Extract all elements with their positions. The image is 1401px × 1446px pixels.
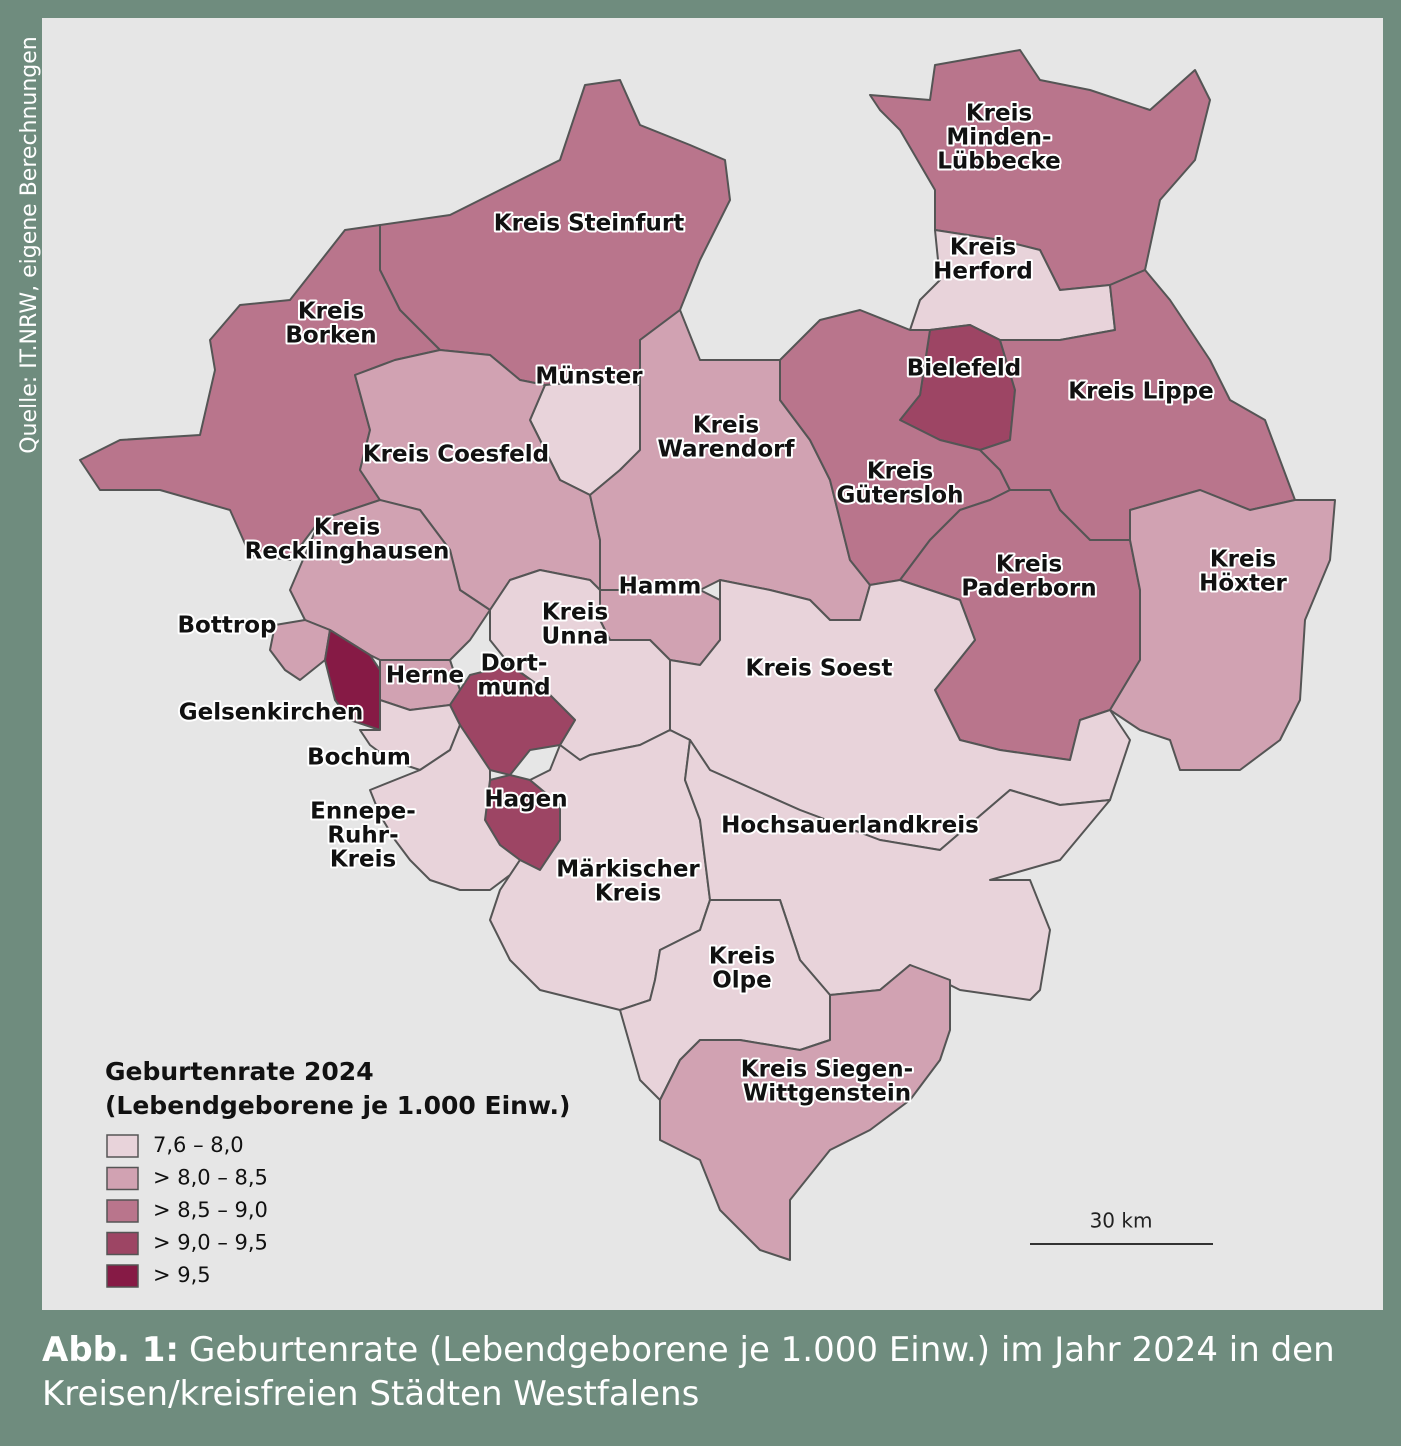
region-label: Borken <box>285 323 376 349</box>
region <box>869 49 1211 291</box>
region-label: Hagen <box>484 787 567 813</box>
legend-swatch <box>106 1264 139 1288</box>
region <box>1109 489 1336 771</box>
region-label: Kreis Siegen- <box>741 1057 913 1083</box>
source: Quelle: IT.NRW, eigene Berechnungen <box>17 36 42 454</box>
region-label: Herford <box>933 259 1033 285</box>
region-label: Ruhr- <box>327 823 398 849</box>
region-label: Warendorf <box>657 437 795 463</box>
scale-label: 30 km <box>1090 1209 1153 1233</box>
legend-label: > 9,5 <box>153 1263 211 1287</box>
region-label: Kreis <box>693 413 759 439</box>
region-label: Münster <box>535 364 643 390</box>
region-label: Wittgenstein <box>743 1081 911 1107</box>
region-label: Bochum <box>307 745 411 771</box>
legend-title: (Lebendgeborene je 1.000 Einw.) <box>105 1091 570 1120</box>
caption: Abb. 1: Geburtenrate (Lebendgeborene je 1… <box>42 1328 1382 1416</box>
legend-swatch <box>106 1199 139 1223</box>
region-label: Kreis <box>330 847 396 873</box>
caption-text: Geburtenrate (Lebendgeborene je 1.000 Ei… <box>42 1330 1335 1414</box>
legend-label: 7,6 – 8,0 <box>153 1133 244 1157</box>
region-label: Gütersloh <box>837 483 964 509</box>
caption-label: Abb. 1: <box>42 1330 179 1370</box>
region <box>659 964 951 1261</box>
region-label: Herne <box>386 663 464 689</box>
region-label: Kreis Soest <box>746 656 893 682</box>
legend-swatch <box>106 1134 139 1158</box>
legend-swatch <box>106 1231 139 1256</box>
region-label: Kreis <box>996 552 1062 578</box>
region-label: Kreis Steinfurt <box>494 211 684 237</box>
region-label: Bottrop <box>178 613 277 639</box>
region-label: Höxter <box>1199 571 1287 597</box>
region-label: Olpe <box>712 968 772 994</box>
region-label: Minden- <box>946 125 1051 151</box>
region-label: Kreis <box>709 944 775 970</box>
region-label: Unna <box>542 624 609 650</box>
region <box>324 629 381 731</box>
regions <box>79 49 1336 1261</box>
region-label: Kreis <box>298 299 364 325</box>
map: Quelle: IT.NRW, eigene Berechnungen Krei… <box>17 18 1383 1310</box>
region-label: Kreis <box>950 235 1016 261</box>
region-label: Ennepe- <box>310 799 416 825</box>
region-label: Dort- <box>481 651 548 677</box>
legend-swatch <box>106 1166 139 1191</box>
region-label: Kreis <box>966 101 1032 127</box>
legend: Geburtenrate 2024 (Lebendgeborene je 1.00… <box>105 1057 570 1288</box>
region-label: Bielefeld <box>907 356 1021 382</box>
region-label: Kreis <box>1210 547 1276 573</box>
region-label: Märkischer <box>556 857 700 883</box>
region-label: Lübbecke <box>937 149 1060 175</box>
legend-label: > 8,5 – 9,0 <box>153 1198 268 1222</box>
region-label: Kreis <box>595 881 661 907</box>
region-label: Kreis Lippe <box>1068 379 1213 405</box>
region-label: Kreis <box>542 600 608 626</box>
region-label: Hamm <box>619 574 702 600</box>
region-labels: Kreis SteinfurtKreisBorkenKreisMinden-Lü… <box>176 99 1290 1109</box>
region-label: Gelsenkirchen <box>179 700 364 726</box>
region-label: Paderborn <box>961 576 1096 602</box>
legend-title: Geburtenrate 2024 <box>105 1057 374 1086</box>
region-label: Recklinghausen <box>245 539 450 565</box>
region-label: Kreis <box>314 515 380 541</box>
region-label: Hochsauerlandkreis <box>721 813 979 839</box>
legend-label: > 8,0 – 8,5 <box>153 1166 268 1190</box>
region-label: mund <box>477 675 550 701</box>
region-label: Kreis Coesfeld <box>363 442 549 468</box>
legend-label: > 9,0 – 9,5 <box>153 1231 268 1255</box>
region <box>269 619 331 681</box>
region-label: Kreis <box>867 459 933 485</box>
